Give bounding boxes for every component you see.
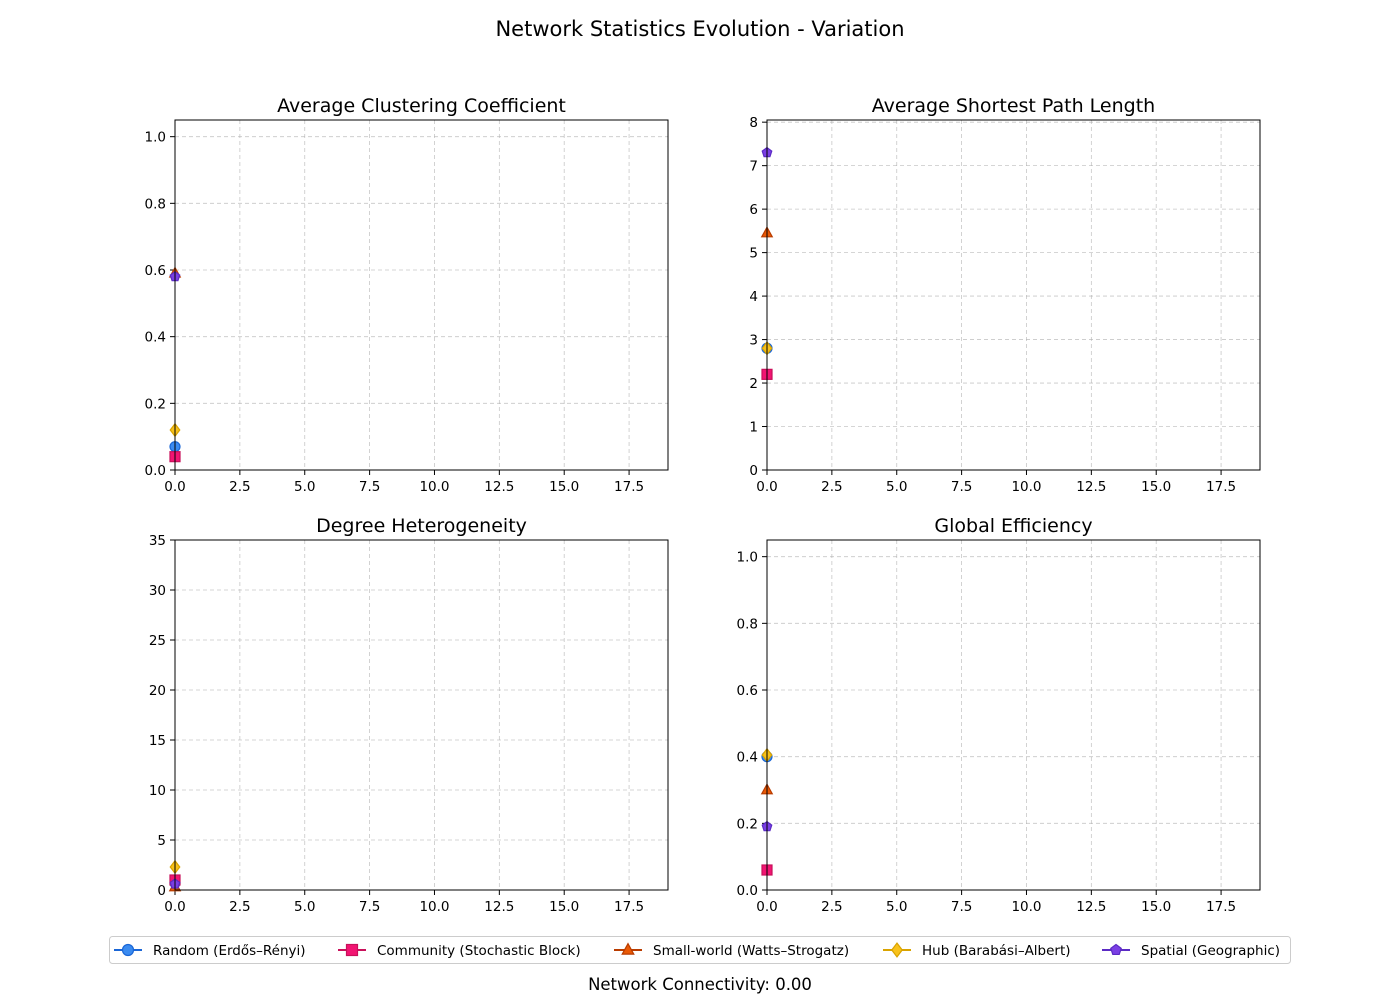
- legend-frame: [109, 936, 1291, 964]
- x-tick-label: 10.0: [419, 899, 449, 915]
- x-tick-label: 7.5: [951, 479, 972, 495]
- x-tick-label: 17.5: [614, 479, 644, 495]
- x-tick-label: 2.5: [821, 899, 842, 915]
- x-tick-label: 10.0: [419, 479, 449, 495]
- y-tick-label: 0.4: [145, 330, 166, 346]
- legend-marker-circle: [121, 943, 135, 957]
- x-tick-label: 0.0: [164, 479, 185, 495]
- y-tick-label: 20: [149, 683, 166, 699]
- legend-entry-hub-barab-si-albert: Hub (Barabási–Albert): [883, 942, 1071, 959]
- x-tick-label: 15.0: [549, 479, 579, 495]
- y-tick-label: 0.6: [737, 683, 758, 699]
- y-tick-label: 0.2: [145, 396, 166, 412]
- x-tick-label: 7.5: [359, 899, 380, 915]
- y-tick-label: 0.4: [737, 750, 758, 766]
- x-tick-label: 5.0: [886, 899, 907, 915]
- legend-label: Hub (Barabási–Albert): [922, 943, 1071, 959]
- legend-marker-pentagon: [1110, 943, 1122, 956]
- x-tick-label: 12.5: [484, 479, 514, 495]
- panel-global-efficiency: Global Efficiency 0.0 2.5 5.0 7.5 10.0 12.5 15.…: [737, 515, 1261, 915]
- panel-average-clustering-coefficient: Average Clustering Coefficient 0.0 2.5 5.0 7…: [145, 95, 669, 495]
- plot-frame: [766, 539, 1261, 891]
- y-tick-label: 4: [749, 289, 758, 305]
- x-tick-label: 17.5: [614, 899, 644, 915]
- legend-entry-random-erd-s-r-nyi: Random (Erdős–Rényi): [114, 943, 306, 959]
- y-tick-label: 0: [157, 883, 166, 899]
- x-tick-label: 15.0: [1141, 899, 1171, 915]
- legend-marker-square: [345, 943, 359, 957]
- plot-frame: [174, 539, 669, 891]
- x-tick-label: 2.5: [229, 479, 250, 495]
- x-tick-label: 7.5: [951, 899, 972, 915]
- gridlines: [766, 540, 1260, 891]
- legend-label: Small-world (Watts–Strogatz): [653, 943, 849, 959]
- panel-title: Average Clustering Coefficient: [277, 95, 566, 117]
- panel-title: Degree Heterogeneity: [316, 515, 527, 537]
- y-tick-label: 8: [749, 115, 758, 131]
- y-tick-label: 0.8: [145, 196, 166, 212]
- y-tick-label: 15: [149, 733, 166, 749]
- legend-label: Community (Stochastic Block): [377, 943, 581, 959]
- connectivity-label: Network Connectivity: 0.00: [588, 975, 812, 994]
- x-tick-label: 0.0: [164, 899, 185, 915]
- plot-frame: [174, 119, 669, 471]
- legend-label: Spatial (Geographic): [1141, 943, 1280, 959]
- chart-panels: Average Clustering Coefficient 0.0 2.5 5.0 7…: [145, 95, 1261, 915]
- y-tick-label: 7: [749, 159, 758, 175]
- x-tick-label: 17.5: [1206, 899, 1236, 915]
- x-tick-label: 17.5: [1206, 479, 1236, 495]
- y-tick-label: 1.0: [145, 130, 166, 146]
- x-tick-label: 2.5: [821, 479, 842, 495]
- gridlines: [766, 120, 1260, 471]
- y-tick-label: 0.8: [737, 616, 758, 632]
- y-tick-label: 5: [749, 246, 758, 262]
- y-tick-label: 5: [157, 833, 166, 849]
- x-tick-label: 12.5: [1076, 479, 1106, 495]
- x-tick-label: 12.5: [1076, 899, 1106, 915]
- y-tick-label: 0.6: [145, 263, 166, 279]
- x-tick-label: 7.5: [359, 479, 380, 495]
- y-tick-label: 25: [149, 633, 166, 649]
- y-tick-label: 1.0: [737, 550, 758, 566]
- x-tick-label: 5.0: [294, 899, 315, 915]
- x-tick-label: 0.0: [756, 899, 777, 915]
- x-tick-label: 2.5: [229, 899, 250, 915]
- legend-marker-triangle: [621, 942, 635, 955]
- y-tick-label: 1: [749, 420, 758, 436]
- x-tick-label: 15.0: [549, 899, 579, 915]
- legend-marker-diamond: [891, 942, 903, 958]
- y-tick-label: 10: [149, 783, 166, 799]
- legend-entry-small-world-watts-strogatz: Small-world (Watts–Strogatz): [614, 942, 849, 959]
- x-tick-label: 5.0: [886, 479, 907, 495]
- legend: Random (Erdős–Rényi) Community (Stochasti…: [109, 936, 1291, 964]
- y-tick-label: 0.2: [737, 816, 758, 832]
- x-tick-label: 10.0: [1011, 479, 1041, 495]
- y-tick-label: 0.0: [737, 883, 758, 899]
- y-tick-label: 30: [149, 583, 166, 599]
- y-tick-label: 6: [749, 202, 758, 218]
- figure-title: Network Statistics Evolution - Variation: [495, 17, 904, 41]
- legend-entry-spatial-geographic: Spatial (Geographic): [1102, 943, 1280, 959]
- x-tick-label: 10.0: [1011, 899, 1041, 915]
- legend-entry-community-stochastic-block: Community (Stochastic Block): [338, 943, 581, 959]
- panel-title: Global Efficiency: [934, 515, 1092, 537]
- x-tick-label: 12.5: [484, 899, 514, 915]
- y-tick-label: 0: [749, 463, 758, 479]
- y-tick-label: 2: [749, 376, 758, 392]
- panel-average-shortest-path-length: Average Shortest Path Length 0.0 2.5 5.0 7.5…: [749, 95, 1261, 495]
- y-tick-label: 0.0: [145, 463, 166, 479]
- x-tick-label: 15.0: [1141, 479, 1171, 495]
- y-tick-label: 3: [749, 333, 758, 349]
- y-tick-label: 35: [149, 533, 166, 549]
- gridlines: [174, 539, 668, 891]
- x-tick-label: 5.0: [294, 479, 315, 495]
- panel-title: Average Shortest Path Length: [872, 95, 1155, 117]
- plot-frame: [766, 119, 1261, 471]
- x-tick-label: 0.0: [756, 479, 777, 495]
- gridlines: [174, 120, 668, 471]
- panel-degree-heterogeneity: Degree Heterogeneity 0.0 2.5 5.0 7.5 10.0 12.5…: [149, 515, 669, 915]
- legend-label: Random (Erdős–Rényi): [153, 943, 306, 959]
